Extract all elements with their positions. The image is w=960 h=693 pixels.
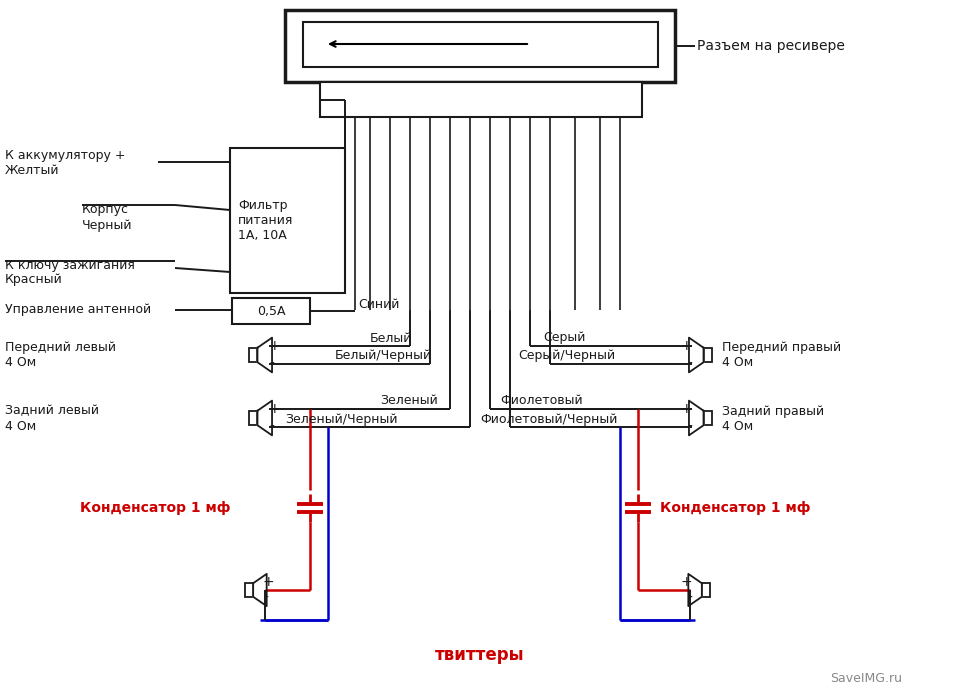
- Text: Серый/Черный: Серый/Черный: [518, 349, 615, 362]
- Bar: [230, 148, 345, 293]
- Text: -: -: [687, 420, 692, 434]
- Text: +: +: [681, 402, 692, 416]
- Text: +: +: [681, 575, 692, 589]
- Text: Задний правый: Задний правый: [722, 405, 824, 417]
- Text: твиттеры: твиттеры: [435, 646, 525, 664]
- Polygon shape: [689, 337, 704, 372]
- Text: -: -: [269, 420, 274, 434]
- Text: Задний левый: Задний левый: [5, 405, 99, 417]
- Polygon shape: [257, 401, 272, 435]
- Bar: [704, 348, 712, 362]
- Text: Желтый: Желтый: [5, 164, 60, 177]
- Text: Фиолетовый/Черный: Фиолетовый/Черный: [480, 414, 617, 426]
- Text: Конденсатор 1 мф: Конденсатор 1 мф: [660, 501, 810, 515]
- Bar: [249, 348, 257, 362]
- Polygon shape: [253, 574, 267, 606]
- Polygon shape: [257, 337, 272, 372]
- Text: 0,5А: 0,5А: [256, 304, 285, 317]
- Bar: [285, 10, 675, 82]
- Text: Белый: Белый: [370, 331, 413, 344]
- Text: Корпус: Корпус: [82, 204, 129, 216]
- Text: 4 Ом: 4 Ом: [5, 356, 36, 369]
- Text: Серый: Серый: [543, 331, 586, 344]
- Text: Зеленый: Зеленый: [380, 394, 438, 407]
- Bar: [704, 411, 712, 426]
- Bar: [249, 411, 257, 426]
- Text: -: -: [263, 591, 268, 605]
- Text: Управление антенной: Управление антенной: [5, 304, 151, 317]
- Text: Разъем на ресивере: Разъем на ресивере: [697, 39, 845, 53]
- Text: Красный: Красный: [5, 274, 62, 286]
- Bar: [303, 22, 658, 67]
- Text: +: +: [269, 402, 280, 416]
- Text: Передний левый: Передний левый: [5, 342, 116, 355]
- Text: 4 Ом: 4 Ом: [722, 356, 754, 369]
- Polygon shape: [689, 401, 704, 435]
- Text: -: -: [269, 357, 274, 371]
- Text: Зеленый/Черный: Зеленый/Черный: [285, 414, 397, 426]
- Text: +: +: [681, 339, 692, 353]
- Text: 4 Ом: 4 Ом: [5, 419, 36, 432]
- Text: Фильтр
питания
1А, 10А: Фильтр питания 1А, 10А: [238, 198, 294, 241]
- Text: К ключу зажигания: К ключу зажигания: [5, 258, 134, 272]
- Text: Фиолетовый: Фиолетовый: [500, 394, 583, 407]
- Text: Передний правый: Передний правый: [722, 342, 841, 355]
- Text: 4 Ом: 4 Ом: [722, 419, 754, 432]
- Text: +: +: [263, 575, 275, 589]
- Bar: [245, 584, 253, 597]
- Text: Конденсатор 1 мф: Конденсатор 1 мф: [80, 501, 230, 515]
- Text: -: -: [687, 591, 692, 605]
- Text: Белый/Черный: Белый/Черный: [335, 349, 432, 362]
- Text: -: -: [687, 357, 692, 371]
- Text: +: +: [269, 339, 280, 353]
- Bar: [320, 82, 642, 117]
- Text: Синий: Синий: [358, 299, 399, 311]
- Bar: [702, 584, 710, 597]
- Text: SaveIMG.ru: SaveIMG.ru: [830, 672, 902, 685]
- Polygon shape: [688, 574, 702, 606]
- Bar: [232, 298, 310, 324]
- Text: К аккумулятору +: К аккумулятору +: [5, 148, 126, 161]
- Text: Черный: Черный: [82, 218, 132, 231]
